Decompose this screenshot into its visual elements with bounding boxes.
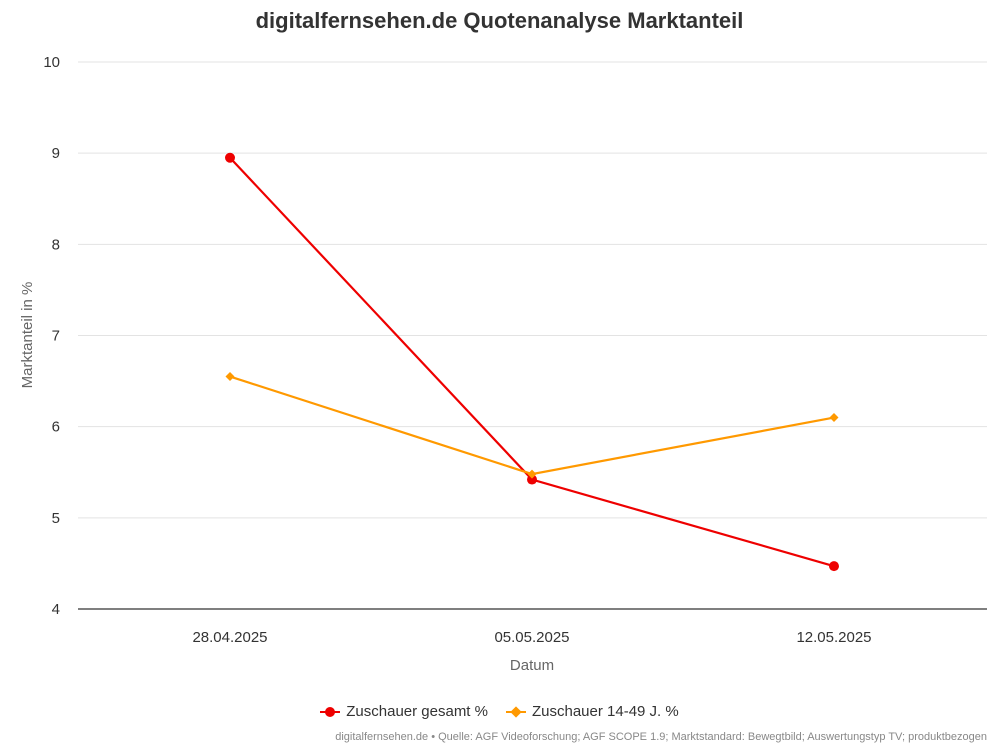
x-tick-label: 12.05.2025 <box>796 629 871 646</box>
source-note: digitalfernsehen.de • Quelle: AGF Videof… <box>335 731 987 743</box>
x-tick-label: 05.05.2025 <box>494 629 569 646</box>
legend-label-14-49: Zuschauer 14-49 J. % <box>531 703 679 720</box>
y-tick-label: 9 <box>52 145 60 162</box>
series-line-0 <box>229 156 835 568</box>
y-tick-labels: 4 5 6 7 8 9 10 <box>43 54 60 618</box>
x-axis-title: Datum <box>510 657 554 674</box>
chart-title: digitalfernsehen.de Quotenanalyse Markta… <box>255 8 744 33</box>
series-lines <box>225 152 839 572</box>
data-point[interactable] <box>829 561 839 572</box>
data-point[interactable] <box>225 152 235 163</box>
y-tick-label: 7 <box>52 328 60 345</box>
series-line-1 <box>229 375 835 476</box>
y-tick-label: 8 <box>52 236 60 253</box>
legend-swatch-gesamt <box>320 706 341 718</box>
x-tick-labels: 28.04.2025 05.05.2025 12.05.2025 <box>192 629 871 646</box>
grid-lines <box>78 61 987 610</box>
legend: Zuschauer gesamt % Zuschauer 14-49 J. % <box>0 703 999 720</box>
data-point[interactable] <box>527 474 537 485</box>
y-tick-label: 10 <box>43 54 60 71</box>
y-tick-label: 4 <box>52 601 60 618</box>
data-point[interactable] <box>225 372 235 382</box>
y-axis-title: Marktanteil in % <box>19 282 36 389</box>
data-point[interactable] <box>829 413 839 423</box>
y-tick-label: 6 <box>52 419 60 436</box>
legend-swatch-14-49 <box>505 705 526 718</box>
legend-label-gesamt: Zuschauer gesamt % <box>346 703 488 720</box>
legend-item-14-49[interactable]: Zuschauer 14-49 J. % <box>505 703 679 720</box>
data-point[interactable] <box>527 469 537 479</box>
legend-item-gesamt[interactable]: Zuschauer gesamt % <box>320 703 488 720</box>
x-tick-label: 28.04.2025 <box>192 629 267 646</box>
y-tick-label: 5 <box>52 510 60 527</box>
